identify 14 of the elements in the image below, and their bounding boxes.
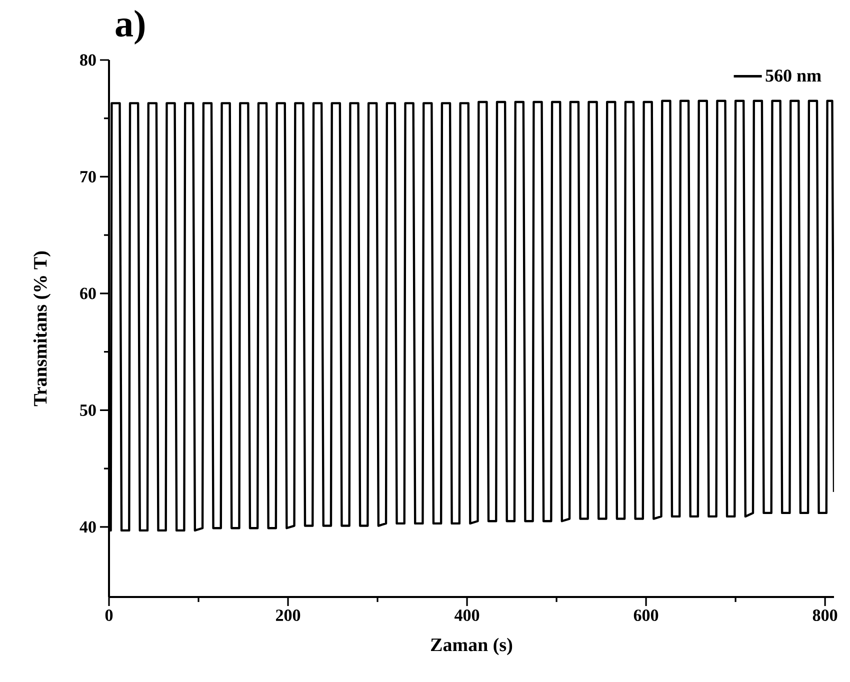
x-tick-label: 800 [812, 610, 838, 622]
legend-label: 560 nm [766, 70, 822, 82]
x-tick-label: 400 [454, 610, 480, 622]
x-tick-label: 200 [276, 610, 300, 622]
x-axis-title: Zaman (s) [430, 638, 512, 656]
y-tick-label: 60 [80, 288, 96, 300]
y-tick-label: 50 [80, 404, 96, 416]
y-axis-title: Transmitans (% T) [33, 251, 51, 406]
y-tick-label: 40 [80, 521, 96, 533]
x-tick-label: 600 [634, 610, 658, 622]
chart-title: a) [116, 10, 145, 44]
x-tick-label: 0 [105, 610, 113, 622]
y-tick-label: 70 [80, 170, 96, 182]
y-tick-label: 80 [80, 54, 96, 66]
